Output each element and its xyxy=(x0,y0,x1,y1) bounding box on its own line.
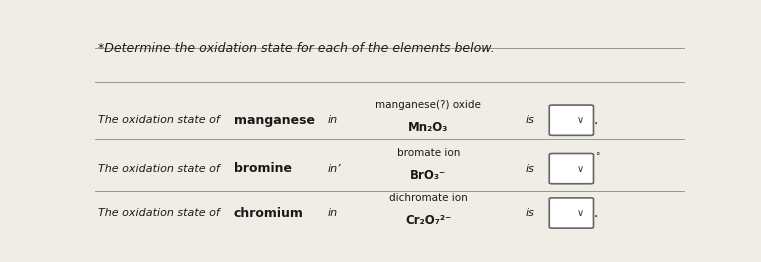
Text: ∨: ∨ xyxy=(576,208,584,218)
Text: manganese(?) oxide: manganese(?) oxide xyxy=(375,100,481,110)
Text: .: . xyxy=(594,113,598,127)
Text: is: is xyxy=(526,164,534,174)
Text: .: . xyxy=(594,206,598,220)
Text: BrO₃⁻: BrO₃⁻ xyxy=(410,169,447,182)
Text: in: in xyxy=(328,115,338,125)
Text: in: in xyxy=(328,208,338,218)
Text: The oxidation state of: The oxidation state of xyxy=(98,208,220,218)
Text: bromate ion: bromate ion xyxy=(396,149,460,159)
FancyBboxPatch shape xyxy=(549,154,594,184)
Text: The oxidation state of: The oxidation state of xyxy=(98,115,220,125)
Text: °: ° xyxy=(595,152,600,161)
Text: chromium: chromium xyxy=(234,206,304,220)
Text: ∨: ∨ xyxy=(576,115,584,125)
Text: bromine: bromine xyxy=(234,162,291,175)
Text: Mn₂O₃: Mn₂O₃ xyxy=(408,121,448,134)
Text: *Determine the oxidation state for each of the elements below.: *Determine the oxidation state for each … xyxy=(98,42,495,54)
Text: ∨: ∨ xyxy=(576,164,584,174)
Text: in’: in’ xyxy=(328,164,342,174)
Text: manganese: manganese xyxy=(234,114,315,127)
Text: is: is xyxy=(526,115,534,125)
Text: is: is xyxy=(526,208,534,218)
FancyBboxPatch shape xyxy=(549,105,594,135)
Text: The oxidation state of: The oxidation state of xyxy=(98,164,220,174)
Text: Cr₂O₇²⁻: Cr₂O₇²⁻ xyxy=(405,214,451,227)
FancyBboxPatch shape xyxy=(549,198,594,228)
Text: dichromate ion: dichromate ion xyxy=(389,193,468,203)
